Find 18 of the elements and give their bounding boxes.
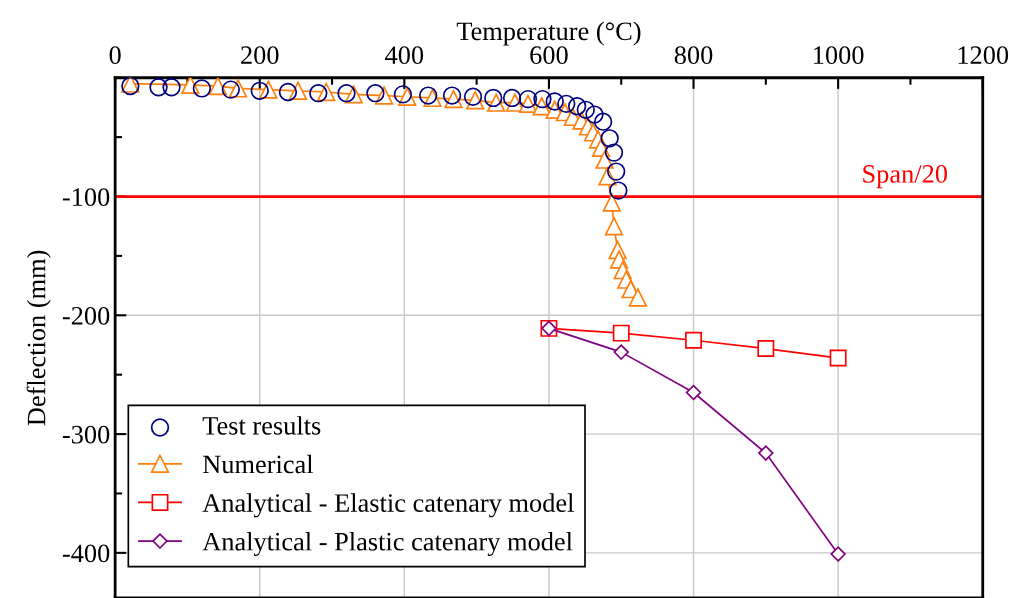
- y-tick-label: -400: [62, 544, 110, 563]
- x-tick-label: 1000: [814, 46, 864, 65]
- y-axis-title: Deflection (mm): [26, 250, 51, 426]
- legend-label: Analytical - Plastic catenary model: [202, 532, 573, 557]
- y-tick-label: -200: [62, 306, 110, 325]
- ref-line-label: Span/20: [863, 165, 947, 189]
- y-tick-label: -100: [62, 188, 110, 206]
- x-tick-label: 0: [109, 46, 121, 65]
- x-tick-label: 800: [674, 46, 713, 65]
- x-tick-label: 200: [241, 46, 279, 65]
- x-axis-title: Temperature (°C): [456, 21, 641, 46]
- x-tick-label: 400: [385, 46, 424, 65]
- x-tick-label: 600: [530, 46, 568, 65]
- legend-label: Test results: [202, 416, 321, 435]
- legend-label: Numerical: [202, 454, 314, 474]
- legend-label: Analytical - Elastic catenary model: [202, 493, 574, 518]
- y-tick-label: -300: [62, 425, 110, 444]
- x-tick-label: 1200: [958, 46, 1009, 65]
